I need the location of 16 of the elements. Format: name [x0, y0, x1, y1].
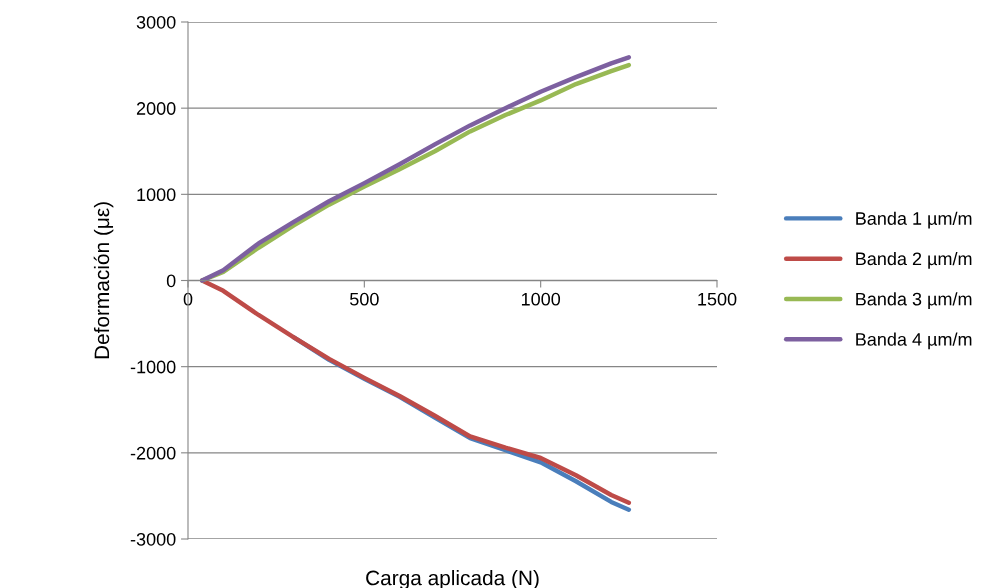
- x-tick-label: 1000: [521, 292, 561, 306]
- y-tick-label: -1000: [130, 360, 176, 374]
- y-tick-label: 1000: [137, 188, 176, 202]
- y-tick-label: 2000: [136, 102, 176, 115]
- y-axis-title: Deformación (με): [93, 202, 114, 359]
- y-tick-label: 0: [166, 274, 176, 288]
- y-tick-label: -2000: [130, 446, 176, 460]
- y-tick-label: -3000: [130, 532, 176, 546]
- legend-label: Banda 2 µm/m: [856, 251, 972, 269]
- legend-label: Banda 4 µm/m: [856, 332, 972, 350]
- x-tick-label: 500: [349, 292, 379, 306]
- legend-label: Banda 3 µm/m: [856, 292, 972, 310]
- y-tick-label: 3000: [136, 15, 176, 29]
- x-tick-label: 0: [183, 292, 193, 306]
- x-tick-label: 1500: [698, 292, 737, 306]
- legend-label: Banda 1 µm/m: [856, 211, 972, 229]
